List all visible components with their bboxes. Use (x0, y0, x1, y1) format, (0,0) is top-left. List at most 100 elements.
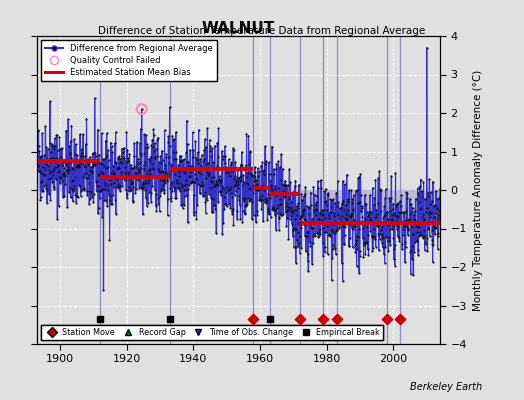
Point (144, 180, 152, 186)
Point (283, 182, 292, 188)
Point (272, 166, 280, 172)
Point (54, 203, 63, 210)
Point (100, 156, 108, 162)
Point (124, 158, 132, 164)
Point (277, 201, 285, 208)
Point (43, 146, 52, 152)
Point (195, 169, 203, 175)
Point (386, 241, 395, 248)
Point (223, 164, 231, 171)
Point (258, 192, 266, 198)
Point (172, 180, 181, 186)
Point (87, 189, 95, 195)
Point (84, 156, 92, 162)
Point (365, 215, 374, 222)
Point (364, 252, 373, 258)
Point (425, 201, 434, 207)
Point (388, 217, 397, 223)
Point (371, 236, 379, 243)
Point (97, 172, 105, 179)
Point (282, 182, 290, 188)
Point (308, 215, 316, 222)
Point (86, 163, 95, 170)
Point (358, 221, 367, 227)
Point (116, 156, 125, 162)
Point (220, 206, 228, 213)
Point (324, 212, 333, 218)
Point (346, 221, 354, 227)
Point (129, 174, 138, 180)
Point (120, 144, 128, 151)
Point (96, 160, 104, 166)
Point (40, 172, 49, 178)
Point (118, 175, 127, 182)
Point (319, 240, 327, 246)
Point (36, 168, 44, 174)
Point (220, 186, 228, 192)
Point (258, 184, 267, 190)
Point (352, 236, 360, 243)
Point (188, 179, 196, 186)
Point (255, 197, 264, 204)
Point (99, 186, 107, 193)
Point (403, 216, 411, 223)
Point (301, 191, 309, 197)
Point (134, 165, 143, 171)
Point (80, 184, 88, 191)
Point (32, 148, 41, 154)
Point (72, 141, 80, 148)
Point (33, 161, 41, 167)
Point (336, 220, 344, 227)
Point (217, 192, 225, 198)
Point (136, 140, 144, 146)
Point (170, 156, 179, 162)
Point (184, 158, 193, 165)
Point (423, 190, 432, 196)
Point (237, 149, 246, 155)
Point (370, 214, 379, 220)
Point (432, 187, 440, 194)
Point (137, 106, 146, 112)
Point (320, 206, 328, 213)
Point (194, 160, 203, 166)
Point (380, 203, 388, 209)
Point (368, 248, 377, 254)
Point (405, 227, 413, 234)
Point (361, 251, 369, 257)
Point (127, 165, 136, 171)
Point (397, 192, 406, 198)
Point (341, 223, 350, 230)
Point (214, 176, 223, 182)
Point (238, 195, 247, 201)
Point (72, 164, 81, 170)
Point (54, 169, 62, 176)
Point (118, 160, 126, 166)
Point (416, 183, 424, 189)
Point (314, 233, 322, 240)
Point (413, 223, 422, 229)
Point (323, 251, 332, 258)
Point (288, 220, 296, 227)
Point (325, 230, 334, 237)
Point (393, 225, 401, 232)
Point (145, 167, 153, 174)
Point (47, 149, 56, 156)
Point (289, 189, 298, 196)
Point (146, 171, 154, 177)
Point (106, 177, 114, 184)
Point (322, 186, 330, 192)
Point (249, 181, 258, 188)
Point (210, 202, 218, 208)
Point (278, 166, 287, 172)
Point (434, 208, 443, 214)
Point (245, 186, 253, 192)
Point (34, 163, 42, 169)
Point (432, 210, 441, 216)
Point (150, 154, 159, 161)
Point (219, 185, 227, 191)
Point (292, 207, 300, 213)
Point (141, 195, 150, 201)
Point (241, 211, 249, 218)
Point (132, 163, 140, 169)
Point (363, 218, 372, 224)
